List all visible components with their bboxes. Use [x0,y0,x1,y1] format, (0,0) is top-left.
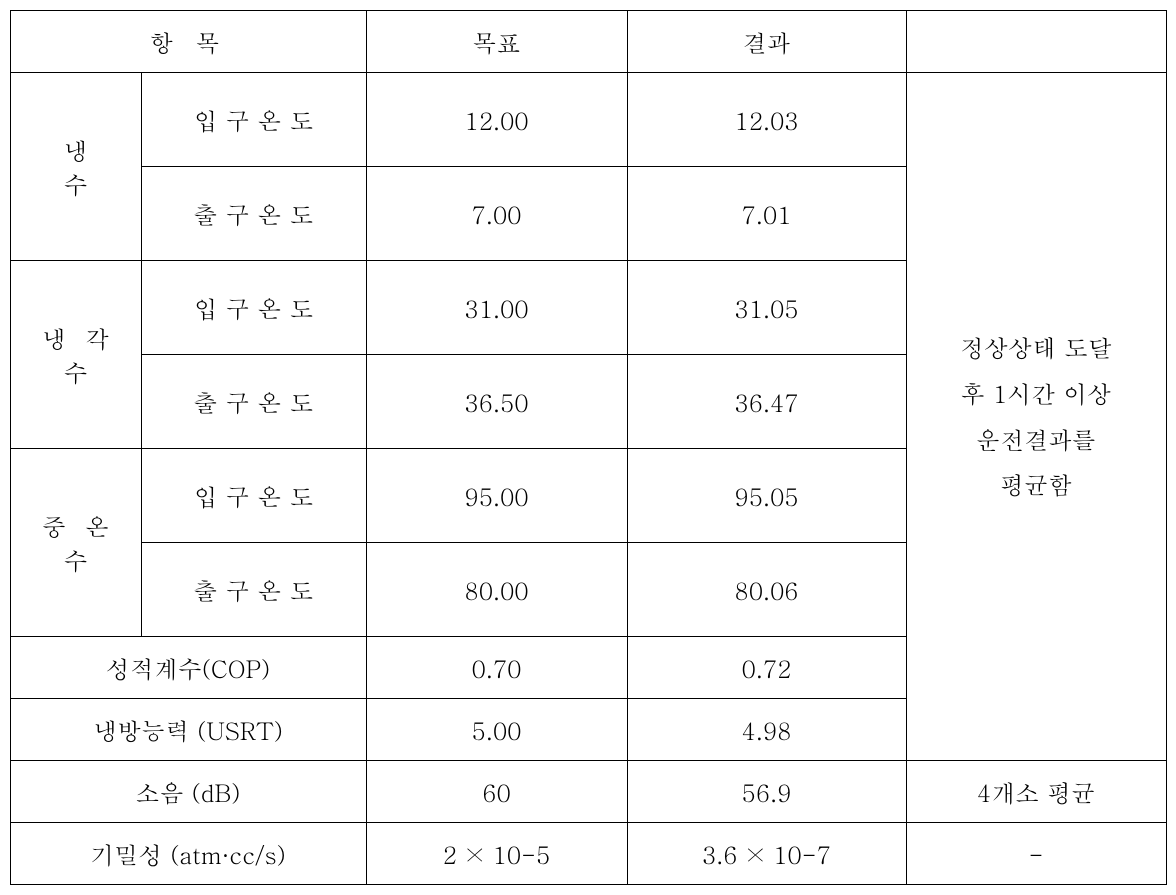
row-label-noise: 소음 (dB) [10,761,366,823]
row-label-capacity: 냉방능력 (USRT) [10,699,366,761]
sublabel-inlet: 입 구 온 도 [141,449,366,543]
header-result: 결과 [627,11,906,73]
sublabel-outlet: 출 구 온 도 [141,355,366,449]
note-line: 운전결과를 [907,417,1166,463]
note-line: 후 1시간 이상 [907,371,1166,417]
row-label-leakage: 기밀성 (atm·cc/s) [10,823,366,885]
table-header-row: 항 목 목표 결과 [10,11,1166,73]
cell-result: 31.05 [627,261,906,355]
sublabel-inlet: 입 구 온 도 [141,261,366,355]
cell-result: 80.06 [627,543,906,637]
cell-target: 80.00 [366,543,627,637]
cell-result: 3.6 × 10-7 [627,823,906,885]
cell-target: 36.50 [366,355,627,449]
cell-target: 2 × 10-5 [366,823,627,885]
table-row: 냉수 입 구 온 도 12.00 12.03 정상상태 도달 후 1시간 이상 … [10,73,1166,167]
spec-table: 항 목 목표 결과 냉수 입 구 온 도 12.00 12.03 정상상태 도달… [10,10,1167,885]
cell-result: 56.9 [627,761,906,823]
header-item: 항 목 [10,11,366,73]
cell-result: 4.98 [627,699,906,761]
cell-target: 12.00 [366,73,627,167]
cell-target: 0.70 [366,637,627,699]
cell-result: 7.01 [627,167,906,261]
sublabel-inlet: 입 구 온 도 [141,73,366,167]
category-cooling-water: 냉각수 [10,261,141,449]
category-chilled-water: 냉수 [10,73,141,261]
cell-note-leakage: - [906,823,1166,885]
cell-note-noise: 4개소 평균 [906,761,1166,823]
cell-result: 95.05 [627,449,906,543]
note-line: 정상상태 도달 [907,325,1166,371]
header-target: 목표 [366,11,627,73]
table-row: 기밀성 (atm·cc/s) 2 × 10-5 3.6 × 10-7 - [10,823,1166,885]
cell-result: 0.72 [627,637,906,699]
note-line: 평균함 [907,462,1166,508]
cell-target: 60 [366,761,627,823]
table-row: 소음 (dB) 60 56.9 4개소 평균 [10,761,1166,823]
main-note: 정상상태 도달 후 1시간 이상 운전결과를 평균함 [906,73,1166,761]
cell-result: 12.03 [627,73,906,167]
header-note [906,11,1166,73]
cell-target: 5.00 [366,699,627,761]
cell-target: 31.00 [366,261,627,355]
sublabel-outlet: 출 구 온 도 [141,543,366,637]
row-label-cop: 성적계수(COP) [10,637,366,699]
cell-target: 95.00 [366,449,627,543]
cell-result: 36.47 [627,355,906,449]
category-hot-water: 중온수 [10,449,141,637]
cell-target: 7.00 [366,167,627,261]
sublabel-outlet: 출 구 온 도 [141,167,366,261]
